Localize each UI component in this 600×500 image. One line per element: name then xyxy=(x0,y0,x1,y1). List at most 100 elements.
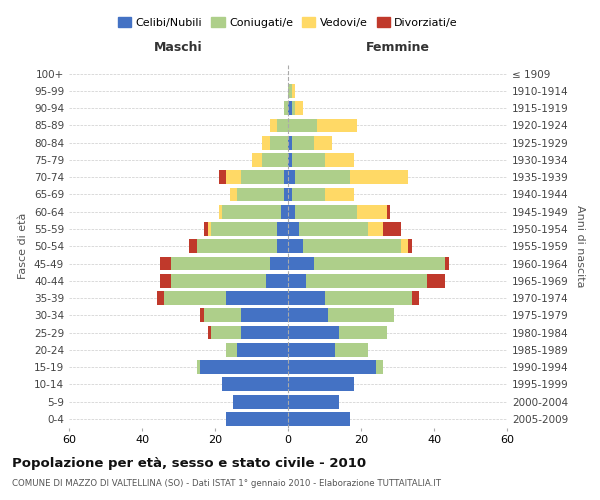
Bar xyxy=(306,274,427,287)
Bar xyxy=(200,308,204,322)
Bar xyxy=(288,412,350,426)
Bar xyxy=(339,326,386,340)
Bar xyxy=(270,256,288,270)
Bar xyxy=(218,170,226,184)
Bar xyxy=(171,274,266,287)
Bar xyxy=(368,222,383,236)
Bar xyxy=(376,360,383,374)
Bar xyxy=(226,343,237,356)
Bar xyxy=(208,222,211,236)
Bar xyxy=(277,222,288,236)
Legend: Celibi/Nubili, Coniugati/e, Vedovi/e, Divorziati/e: Celibi/Nubili, Coniugati/e, Vedovi/e, Di… xyxy=(113,12,463,32)
Bar xyxy=(292,188,325,202)
Bar xyxy=(211,326,241,340)
Bar xyxy=(262,153,288,167)
Bar xyxy=(288,291,325,305)
Bar xyxy=(335,343,368,356)
Bar xyxy=(317,118,358,132)
Text: Popolazione per età, sesso e stato civile - 2010: Popolazione per età, sesso e stato civil… xyxy=(12,458,366,470)
Bar xyxy=(328,308,394,322)
Bar xyxy=(295,205,358,218)
Bar xyxy=(314,256,445,270)
Bar xyxy=(284,101,288,115)
Bar xyxy=(171,256,270,270)
Bar xyxy=(288,205,295,218)
Bar xyxy=(200,360,288,374)
Bar xyxy=(266,274,288,287)
Bar xyxy=(325,153,354,167)
Bar xyxy=(233,394,288,408)
Bar xyxy=(288,222,299,236)
Bar xyxy=(251,153,262,167)
Bar xyxy=(211,222,277,236)
Bar xyxy=(288,274,306,287)
Bar xyxy=(288,118,317,132)
Bar xyxy=(226,412,288,426)
Bar xyxy=(295,170,350,184)
Bar xyxy=(160,256,171,270)
Bar xyxy=(208,326,211,340)
Bar xyxy=(237,188,284,202)
Bar xyxy=(226,170,241,184)
Bar xyxy=(288,240,302,253)
Bar xyxy=(288,326,339,340)
Bar xyxy=(164,291,226,305)
Bar xyxy=(288,308,328,322)
Bar xyxy=(299,222,368,236)
Bar xyxy=(427,274,445,287)
Bar xyxy=(288,170,295,184)
Bar xyxy=(401,240,409,253)
Bar xyxy=(230,188,237,202)
Bar xyxy=(445,256,449,270)
Bar xyxy=(292,153,325,167)
Bar xyxy=(218,205,223,218)
Bar xyxy=(288,188,292,202)
Bar xyxy=(288,84,292,98)
Bar xyxy=(237,343,288,356)
Bar xyxy=(386,205,390,218)
Bar xyxy=(270,118,277,132)
Bar xyxy=(241,170,284,184)
Bar xyxy=(412,291,419,305)
Bar xyxy=(288,360,376,374)
Text: COMUNE DI MAZZO DI VALTELLINA (SO) - Dati ISTAT 1° gennaio 2010 - Elaborazione T: COMUNE DI MAZZO DI VALTELLINA (SO) - Dat… xyxy=(12,479,441,488)
Bar xyxy=(204,222,208,236)
Bar xyxy=(277,240,288,253)
Bar xyxy=(292,84,295,98)
Y-axis label: Fasce di età: Fasce di età xyxy=(19,213,28,280)
Text: Maschi: Maschi xyxy=(154,41,203,54)
Bar xyxy=(197,360,200,374)
Bar xyxy=(288,394,339,408)
Bar xyxy=(270,136,288,149)
Bar xyxy=(284,170,288,184)
Bar xyxy=(204,308,241,322)
Bar xyxy=(277,118,288,132)
Bar xyxy=(288,343,335,356)
Bar xyxy=(226,291,288,305)
Bar xyxy=(288,256,314,270)
Bar xyxy=(241,326,288,340)
Bar xyxy=(292,136,314,149)
Bar xyxy=(288,153,292,167)
Bar xyxy=(190,240,197,253)
Bar xyxy=(302,240,401,253)
Bar xyxy=(409,240,412,253)
Bar xyxy=(314,136,332,149)
Bar xyxy=(222,205,281,218)
Bar xyxy=(284,188,288,202)
Bar xyxy=(262,136,270,149)
Bar xyxy=(288,136,292,149)
Bar xyxy=(288,101,292,115)
Bar xyxy=(292,101,295,115)
Bar xyxy=(295,101,302,115)
Bar xyxy=(160,274,171,287)
Bar xyxy=(157,291,164,305)
Bar xyxy=(281,205,288,218)
Y-axis label: Anni di nascita: Anni di nascita xyxy=(575,205,585,288)
Bar xyxy=(325,291,412,305)
Bar xyxy=(288,378,354,391)
Bar xyxy=(223,378,288,391)
Bar xyxy=(350,170,409,184)
Text: Femmine: Femmine xyxy=(365,41,430,54)
Bar xyxy=(358,205,386,218)
